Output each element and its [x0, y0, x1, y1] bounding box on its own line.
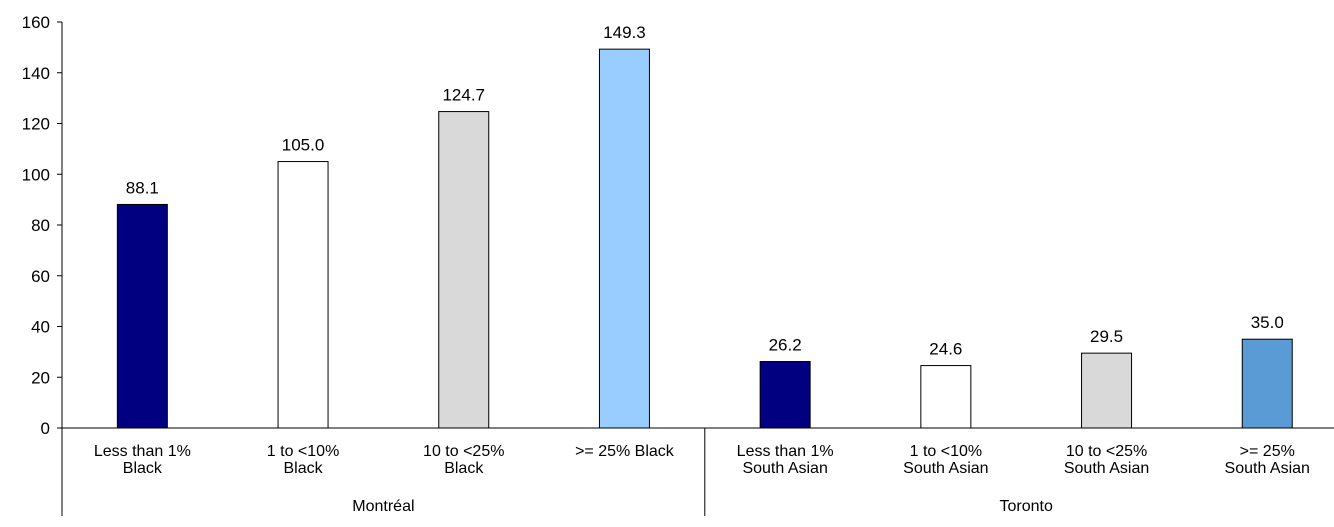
- axes: 0 20 40 60 80 100 120 140 160: [22, 13, 1334, 516]
- bar: [438, 111, 490, 429]
- bar: [116, 203, 168, 429]
- category-label: 1 to <10%: [910, 443, 983, 460]
- y-tick-label: 100: [22, 165, 50, 184]
- data-label: 35.0: [1251, 313, 1284, 332]
- bar: [598, 48, 650, 429]
- category-label: Black: [283, 460, 323, 477]
- y-tick-label: 160: [22, 13, 50, 32]
- bar: [920, 365, 972, 429]
- y-tick-label: 20: [31, 368, 50, 387]
- category-label: South Asian: [1225, 460, 1310, 477]
- bar: [1081, 352, 1133, 429]
- y-tick-label: 120: [22, 115, 50, 134]
- data-label: 124.7: [442, 86, 485, 105]
- y-tick-label: 40: [31, 318, 50, 337]
- category-label: South Asian: [903, 460, 988, 477]
- bar: [759, 361, 811, 429]
- data-label: 149.3: [603, 23, 646, 42]
- category-label: South Asian: [742, 460, 827, 477]
- y-tick-label: 60: [31, 267, 50, 286]
- category-label: Black: [444, 460, 484, 477]
- bar: [1241, 338, 1293, 429]
- data-label: 29.5: [1090, 327, 1123, 346]
- bar: [277, 161, 329, 429]
- data-label: 88.1: [126, 178, 159, 197]
- category-label: Less than 1%: [737, 443, 834, 460]
- category-label: 1 to <10%: [267, 443, 340, 460]
- category-label: Less than 1%: [94, 443, 191, 460]
- category-label: 10 to <25%: [423, 443, 504, 460]
- category-label: South Asian: [1064, 460, 1149, 477]
- category-label: >= 25% Black: [575, 443, 675, 460]
- y-tick-label: 140: [22, 64, 50, 83]
- data-label: 105.0: [282, 136, 325, 155]
- category-label: Black: [123, 460, 163, 477]
- group-label: Toronto: [1000, 498, 1053, 515]
- data-label: 24.6: [929, 340, 962, 359]
- category-label: >= 25%: [1240, 443, 1295, 460]
- group-label: Montréal: [352, 498, 414, 515]
- y-tick-label: 0: [41, 419, 50, 438]
- y-tick-label: 80: [31, 216, 50, 235]
- data-label: 26.2: [769, 336, 802, 355]
- category-label: 10 to <25%: [1066, 443, 1147, 460]
- bars: 88.1 105.0 124.7 149.3 26.2 24.6 29.5 35.0: [116, 23, 1293, 429]
